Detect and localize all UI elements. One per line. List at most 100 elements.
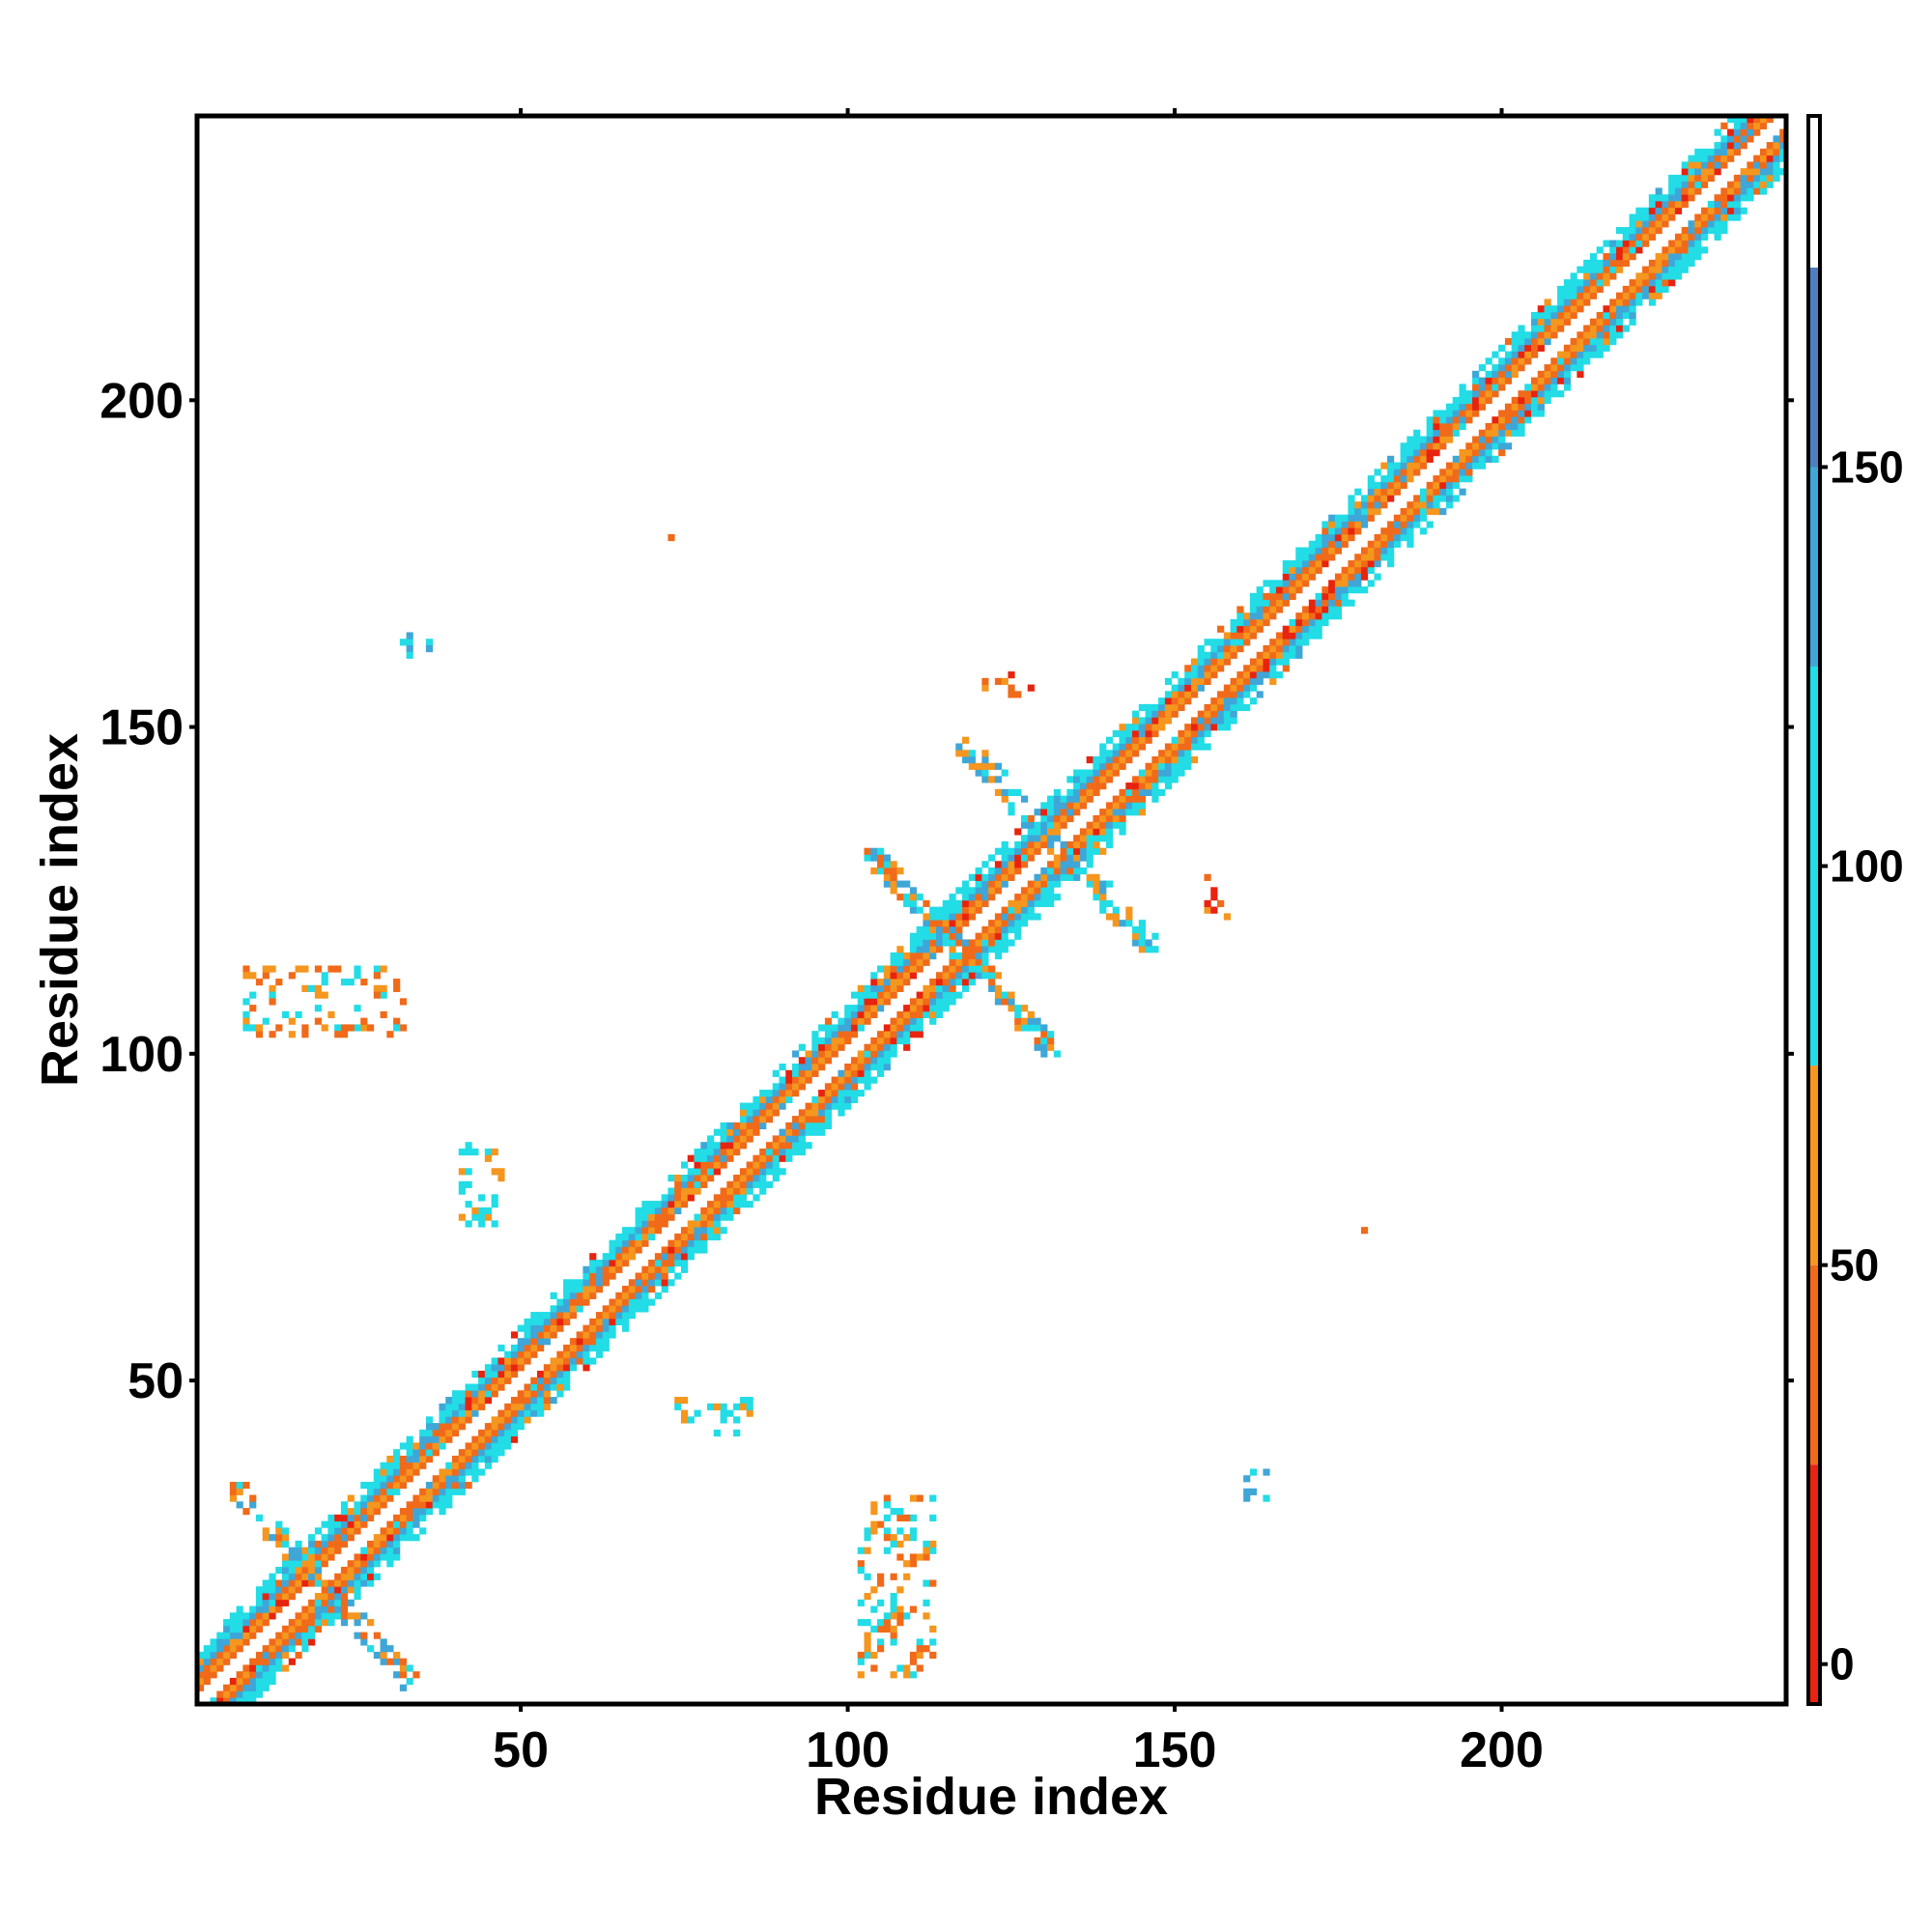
heatmap-cell	[288, 1592, 296, 1601]
heatmap-cell	[1138, 736, 1146, 744]
heatmap-cell	[1348, 566, 1355, 574]
heatmap-cell	[1773, 142, 1780, 150]
heatmap-cell	[1433, 429, 1440, 437]
heatmap-cell	[1740, 168, 1747, 176]
x-tick-label: 200	[1460, 1722, 1544, 1778]
heatmap-cell	[1027, 887, 1035, 895]
heatmap-cell	[399, 1514, 408, 1521]
heatmap-cell	[942, 998, 950, 1006]
heatmap-cell	[1158, 710, 1166, 718]
heatmap-cell	[1445, 462, 1454, 469]
heatmap-cell	[674, 1194, 682, 1202]
heatmap-cell	[680, 1175, 689, 1182]
heatmap-cell	[576, 1357, 583, 1365]
heatmap-cell	[1334, 580, 1343, 587]
heatmap-cell	[321, 1024, 328, 1032]
heatmap-cell	[1295, 645, 1303, 653]
heatmap-cell	[399, 1024, 408, 1032]
heatmap-cell	[1263, 658, 1270, 666]
heatmap-cell	[1662, 194, 1669, 202]
heatmap-cell	[1020, 861, 1029, 868]
heatmap-cell	[1380, 527, 1388, 535]
heatmap-cell	[1190, 756, 1199, 764]
heatmap-cell	[746, 1201, 753, 1208]
heatmap-cell	[1655, 187, 1662, 195]
heatmap-cell	[1596, 338, 1604, 346]
heatmap-cell	[1759, 187, 1768, 195]
heatmap-cell	[1171, 756, 1179, 764]
heatmap-cell	[877, 854, 885, 862]
heatmap-cell	[1119, 736, 1126, 744]
heatmap-cell	[301, 1553, 309, 1561]
heatmap-cell	[870, 1010, 878, 1019]
heatmap-cell	[1119, 724, 1126, 731]
heatmap-cell	[1060, 814, 1067, 823]
heatmap-cell	[668, 1194, 675, 1202]
heatmap-cell	[811, 1043, 819, 1051]
heatmap-cell	[720, 1128, 727, 1136]
heatmap-cell	[622, 1227, 630, 1235]
heatmap-cell	[850, 1090, 859, 1097]
heatmap-cell	[1164, 769, 1173, 777]
heatmap-cell	[1079, 840, 1088, 849]
heatmap-cell	[1596, 279, 1604, 287]
heatmap-cell	[445, 1488, 453, 1495]
heatmap-cell	[746, 1116, 753, 1123]
heatmap-cell	[1001, 873, 1009, 881]
heatmap-cell	[504, 1435, 512, 1443]
heatmap-cell	[412, 1462, 420, 1469]
heatmap-cell	[242, 998, 250, 1006]
heatmap-cell	[563, 1305, 571, 1313]
heatmap-cell	[471, 1397, 479, 1405]
heatmap-cell	[687, 1416, 695, 1424]
heatmap-cell	[360, 1547, 368, 1554]
heatmap-cell	[883, 1037, 891, 1045]
heatmap-cell	[1184, 724, 1192, 731]
heatmap-cell	[1439, 422, 1447, 431]
heatmap-cell	[504, 1416, 512, 1424]
heatmap-cell	[1570, 279, 1577, 287]
heatmap-cell	[942, 972, 950, 980]
heatmap-cell	[1380, 462, 1388, 469]
heatmap-cell	[1138, 932, 1146, 940]
colorbar-tick-label: 100	[1830, 841, 1904, 892]
heatmap-cell	[1053, 873, 1061, 881]
heatmap-cell	[471, 1207, 479, 1214]
heatmap-cell	[1197, 717, 1205, 724]
heatmap-cell	[1511, 364, 1519, 372]
heatmap-cell	[622, 1298, 630, 1306]
heatmap-cell	[720, 1122, 727, 1130]
heatmap-cell	[668, 1187, 675, 1195]
heatmap-cell	[661, 1194, 668, 1202]
heatmap-cell	[314, 965, 323, 973]
heatmap-cell	[635, 1286, 642, 1293]
heatmap-cell	[1642, 207, 1650, 214]
heatmap-cell	[399, 1508, 408, 1516]
heatmap-cell	[1086, 756, 1094, 764]
heatmap-cell	[1263, 1494, 1270, 1502]
heatmap-cell	[994, 861, 1003, 868]
heatmap-cell	[556, 1298, 564, 1306]
heatmap-cell	[739, 1201, 748, 1208]
heatmap-cell	[1001, 840, 1009, 849]
heatmap-cell	[471, 1435, 479, 1443]
heatmap-cell	[1498, 416, 1506, 424]
heatmap-cell	[1158, 788, 1166, 797]
heatmap-cell	[1727, 135, 1735, 143]
heatmap-cell	[994, 873, 1003, 881]
heatmap-cell	[1282, 632, 1290, 639]
heatmap-cell	[1570, 351, 1577, 358]
heatmap-cell	[1374, 481, 1381, 490]
heatmap-cell	[890, 867, 897, 875]
heatmap-cell	[1413, 514, 1421, 522]
heatmap-cell	[1589, 285, 1598, 294]
heatmap-cell	[720, 1161, 727, 1169]
heatmap-cell	[556, 1377, 564, 1384]
heatmap-cell	[1688, 227, 1695, 235]
heatmap-cell	[1688, 168, 1695, 176]
heatmap-cell	[406, 1442, 413, 1450]
heatmap-cell	[1008, 854, 1015, 862]
heatmap-cell	[1629, 318, 1636, 326]
heatmap-cell	[543, 1403, 551, 1410]
heatmap-cell	[288, 1632, 296, 1639]
